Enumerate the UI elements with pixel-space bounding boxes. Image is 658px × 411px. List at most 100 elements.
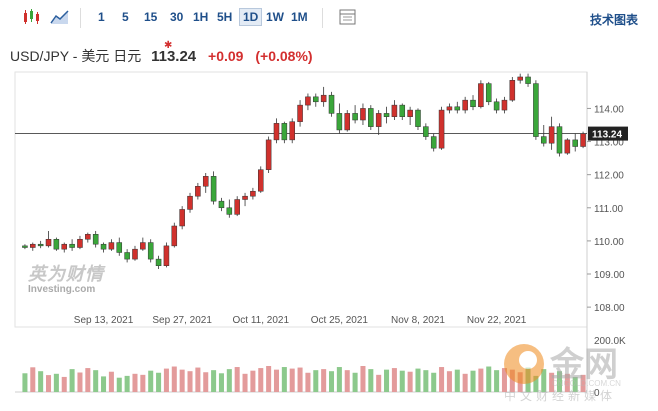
y-tick-label: 113.00 — [594, 138, 624, 149]
candle-body — [187, 195, 193, 210]
candle-body — [407, 109, 413, 117]
candle-body — [234, 199, 240, 215]
volume-bar — [226, 369, 232, 392]
x-tick-label: Sep 13, 2021 — [74, 315, 134, 326]
timeframe-1m[interactable]: 1M — [291, 10, 308, 24]
candle-body — [423, 126, 429, 137]
volume-bar — [273, 369, 280, 392]
volume-bar — [360, 366, 366, 392]
candle-body — [202, 176, 209, 187]
candle-body — [344, 113, 351, 131]
volume-bar — [171, 366, 177, 392]
timeframe-5h[interactable]: 5H — [217, 10, 233, 24]
candle-body — [352, 113, 358, 121]
candle-body — [30, 243, 36, 248]
price-change-percent: (+0.08%) — [255, 48, 313, 64]
y-tick-label: 111.00 — [594, 204, 624, 215]
candle-body — [242, 195, 248, 200]
candle-body — [69, 243, 75, 248]
y-tick-label: 108.00 — [594, 303, 625, 314]
currency-pair: USD/JPY - 美元 日元 — [10, 48, 142, 64]
volume-bar — [462, 373, 468, 392]
candle-body — [53, 238, 60, 250]
candle-body — [564, 139, 571, 154]
volume-bar — [203, 372, 209, 392]
volume-bar — [163, 368, 169, 392]
volume-bar — [85, 368, 91, 392]
timeframe-1h[interactable]: 1H — [193, 10, 209, 24]
last-price: 113.24 — [151, 48, 197, 65]
technical-chart-link[interactable]: 技术图表 — [589, 13, 638, 27]
investing-watermark: 英为财情 — [28, 264, 104, 284]
volume-bar — [509, 369, 515, 392]
candle-body — [540, 136, 547, 144]
volume-bar — [156, 372, 162, 392]
candle-body — [163, 245, 170, 266]
x-tick-label: Nov 8, 2021 — [391, 315, 445, 326]
candle-body — [281, 123, 288, 141]
volume-bar — [501, 368, 507, 392]
candle-body — [265, 139, 272, 170]
timeframe-5[interactable]: 5 — [122, 10, 129, 24]
volume-bar — [336, 367, 342, 392]
volume-bar — [556, 371, 563, 392]
candle-body — [360, 108, 366, 121]
candle-body — [226, 207, 233, 215]
candle-body — [124, 252, 130, 260]
chart-toolbar: 1 5 15 30 1H 5H 1D 1W 1M 技术图表 — [0, 0, 658, 36]
candle-body — [289, 121, 295, 141]
volume-bar — [328, 371, 335, 392]
timeframe-1[interactable]: 1 — [98, 10, 105, 24]
candle-body — [572, 139, 578, 147]
timeframe-1d[interactable]: 1D — [239, 8, 263, 26]
candle-body — [336, 113, 343, 131]
timeframe-15[interactable]: 15 — [144, 10, 158, 24]
x-tick-label: Sep 27, 2021 — [152, 315, 212, 326]
volume-bar — [344, 370, 350, 392]
volume-bar — [470, 370, 476, 392]
area-chart-icon[interactable] — [50, 8, 70, 26]
candle-body — [478, 83, 484, 108]
volume-bar — [124, 375, 130, 392]
current-price-tag — [588, 126, 628, 141]
candle-body — [438, 109, 445, 149]
volume-bar — [250, 370, 256, 392]
volume-bar — [234, 367, 240, 392]
volume-bar — [22, 373, 28, 392]
candle-body — [548, 126, 555, 144]
volume-bar — [533, 375, 539, 392]
candle-body — [108, 242, 115, 250]
candle-body — [462, 99, 468, 111]
timeframe-1w[interactable]: 1W — [266, 10, 284, 24]
volume-axis-label: 0 — [594, 388, 600, 399]
table-view-icon[interactable] — [338, 8, 358, 26]
candle-body — [116, 242, 123, 253]
volume-bar — [305, 372, 311, 392]
x-tick-label: Oct 11, 2021 — [232, 315, 289, 326]
timeframe-30[interactable]: 30 — [170, 10, 184, 24]
volume-bar — [30, 367, 36, 392]
candle-body — [92, 234, 99, 245]
y-tick-label: 114.00 — [594, 104, 624, 115]
volume-bar — [69, 369, 75, 392]
volume-bar — [289, 368, 295, 392]
volume-bar — [195, 367, 201, 392]
volume-bar — [391, 368, 397, 392]
volume-bar — [53, 373, 59, 392]
volume-bar — [572, 376, 578, 392]
candle-body — [100, 243, 107, 250]
candle-body — [210, 176, 217, 202]
volume-bar — [423, 370, 429, 392]
cngold-watermark-url: CNGOLD.COM.CN — [552, 379, 621, 388]
candle-body — [391, 104, 398, 117]
volume-bar — [38, 371, 44, 392]
price-change: +0.09 — [208, 48, 244, 64]
candle-body — [328, 94, 335, 114]
candle-body — [257, 169, 264, 192]
candle-body — [147, 242, 154, 260]
volume-bar — [266, 366, 272, 392]
candlestick-icon[interactable] — [22, 8, 42, 26]
candle-body — [454, 106, 461, 111]
volume-bar — [140, 374, 146, 392]
